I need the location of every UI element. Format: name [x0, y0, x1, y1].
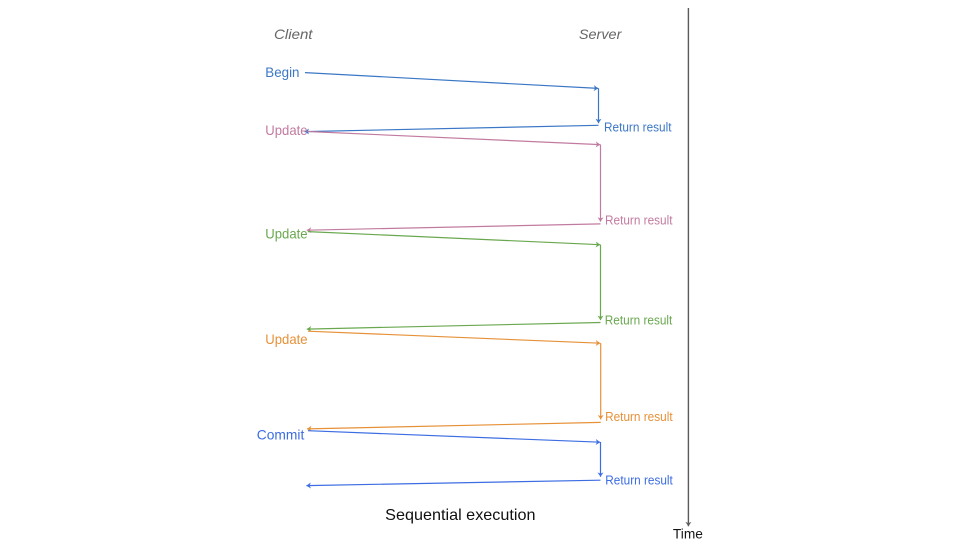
svg-text:Server: Server	[579, 26, 623, 42]
svg-text:Commit: Commit	[257, 427, 305, 443]
svg-text:Return result: Return result	[605, 313, 673, 328]
svg-text:Client: Client	[274, 26, 314, 42]
svg-text:Return result: Return result	[605, 409, 673, 424]
svg-text:Return result: Return result	[605, 212, 673, 227]
svg-text:Update: Update	[265, 331, 307, 347]
svg-text:Return result: Return result	[604, 119, 672, 134]
svg-text:Time: Time	[673, 525, 703, 540]
svg-text:Update: Update	[265, 122, 307, 138]
svg-text:Update: Update	[265, 226, 307, 242]
svg-text:Return result: Return result	[605, 473, 673, 488]
svg-text:Begin: Begin	[265, 64, 299, 80]
svg-text:Sequential execution: Sequential execution	[385, 507, 535, 524]
